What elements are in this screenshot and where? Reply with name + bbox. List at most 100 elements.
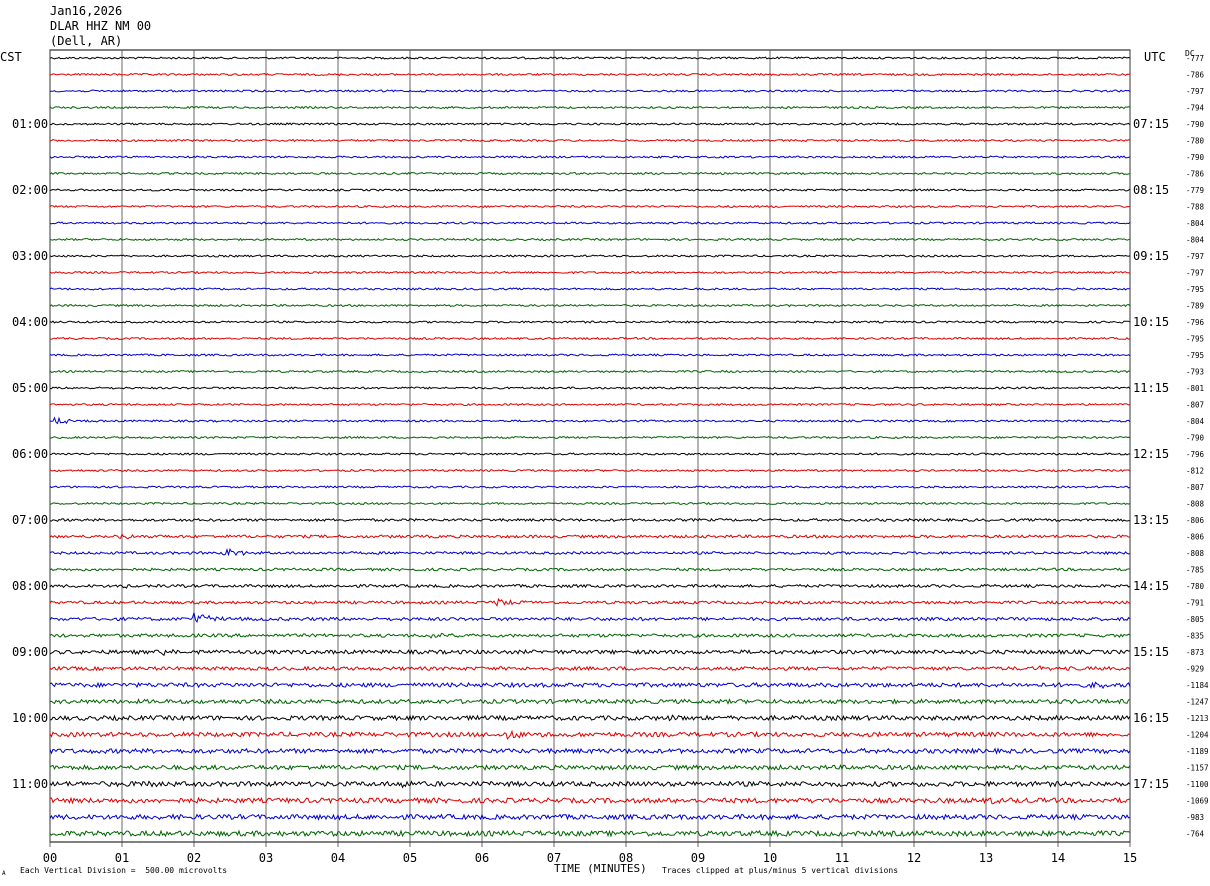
seismic-trace — [49, 204, 1131, 209]
dc-offset-label: -801 — [1186, 384, 1204, 393]
seismic-trace — [49, 320, 1131, 324]
dc-offset-label: -1069 — [1186, 797, 1209, 806]
x-tick-label: 11 — [835, 851, 849, 865]
dc-offset-label: -1213 — [1186, 714, 1209, 723]
seismic-trace — [49, 122, 1131, 126]
right-time-label: 13:15 — [1133, 513, 1169, 527]
dc-offset-label: -1204 — [1186, 731, 1209, 740]
dc-offset-label: -1189 — [1186, 747, 1209, 756]
seismic-trace — [49, 89, 1131, 93]
dc-offset-label: -791 — [1186, 599, 1204, 608]
x-tick-label: 13 — [979, 851, 993, 865]
seismic-trace — [49, 435, 1131, 440]
right-time-label: 17:15 — [1133, 777, 1169, 791]
right-time-label: 14:15 — [1133, 579, 1169, 593]
seismic-trace — [49, 155, 1131, 159]
dc-offset-label: -808 — [1186, 549, 1205, 558]
right-time-label: 16:15 — [1133, 711, 1169, 725]
dc-offset-label: -790 — [1186, 120, 1205, 129]
dc-offset-label: -796 — [1186, 318, 1205, 327]
seismic-trace — [49, 254, 1131, 258]
x-tick-label: 14 — [1051, 851, 1065, 865]
seismic-trace — [49, 138, 1131, 143]
seismic-trace — [49, 56, 1131, 60]
dc-offset-label: -929 — [1186, 665, 1204, 674]
left-time-label: 10:00 — [12, 711, 48, 725]
dc-offset-label: -873 — [1186, 648, 1204, 657]
header-station: DLAR HHZ NM 00 — [50, 19, 152, 33]
dc-offset-label: -983 — [1186, 813, 1204, 822]
dc-offset-label: -789 — [1186, 302, 1204, 311]
traces — [49, 56, 1131, 838]
x-tick-label: 08 — [619, 851, 633, 865]
dc-offset-label: -1247 — [1186, 698, 1209, 707]
right-time-label: 11:15 — [1133, 381, 1169, 395]
dc-offset-label: -780 — [1186, 582, 1205, 591]
seismic-trace — [49, 416, 1131, 425]
scale-note: Each Vertical Division = 500.00 microvol… — [20, 866, 228, 875]
dc-label: DC — [1185, 49, 1195, 58]
left-time-label: 06:00 — [12, 447, 48, 461]
right-time-label: 09:15 — [1133, 249, 1169, 263]
dc-offset-label: -807 — [1186, 483, 1204, 492]
x-tick-label: 03 — [259, 851, 273, 865]
seismic-trace — [49, 532, 1131, 540]
seismic-trace — [49, 729, 1131, 740]
seismic-trace — [49, 763, 1131, 771]
right-time-label: 07:15 — [1133, 117, 1169, 131]
right-time-label: 10:15 — [1133, 315, 1169, 329]
x-tick-label: 09 — [691, 851, 705, 865]
left-timezone-label: CST — [0, 50, 22, 64]
right-time-label: 12:15 — [1133, 447, 1169, 461]
seismic-trace — [50, 714, 1131, 722]
seismic-trace — [49, 567, 1131, 572]
dc-offset-label: -804 — [1186, 219, 1205, 228]
seismic-trace — [49, 386, 1131, 390]
dc-offset-label: -797 — [1186, 87, 1204, 96]
dc-offset-label: -804 — [1186, 236, 1205, 245]
seismic-trace — [49, 612, 1131, 624]
seismic-trace — [49, 517, 1131, 523]
left-time-label: 05:00 — [12, 381, 48, 395]
dc-offset-label: -1157 — [1186, 764, 1209, 773]
seismic-trace — [49, 681, 1131, 690]
clip-note: Traces clipped at plus/minus 5 vertical … — [662, 866, 899, 875]
x-tick-label: 07 — [547, 851, 561, 865]
dc-offset-label: -786 — [1186, 71, 1205, 80]
x-tick-label: 01 — [115, 851, 129, 865]
seismic-trace — [49, 452, 1131, 456]
dc-offset-label: -796 — [1186, 450, 1205, 459]
dc-offset-label: -790 — [1186, 153, 1205, 162]
x-tick-label: 04 — [331, 851, 345, 865]
x-tick-label: 05 — [403, 851, 417, 865]
dc-offset-label: -777 — [1186, 54, 1204, 63]
dc-offset-label: -797 — [1186, 252, 1204, 261]
dc-offset-label: -835 — [1186, 632, 1204, 641]
dc-offset-label: -1100 — [1186, 780, 1209, 789]
left-time-label: 11:00 — [12, 777, 48, 791]
dc-offset-label: -795 — [1186, 285, 1204, 294]
x-tick-label: 00 — [43, 851, 57, 865]
left-time-label: 04:00 — [12, 315, 48, 329]
dc-offset-label: -795 — [1186, 335, 1204, 344]
seismic-trace — [49, 353, 1131, 357]
corner-mark: A — [2, 870, 6, 877]
dc-offset-label: -808 — [1186, 500, 1205, 509]
seismic-trace — [49, 237, 1131, 242]
seismic-trace — [49, 369, 1131, 374]
left-time-label: 01:00 — [12, 117, 48, 131]
dc-offset-label: -790 — [1186, 434, 1205, 443]
seismic-trace — [49, 468, 1131, 473]
seismic-trace — [49, 105, 1131, 110]
dc-offset-label: -794 — [1186, 104, 1205, 113]
dc-offset-label: -812 — [1186, 467, 1204, 476]
dc-offset-label: -780 — [1186, 137, 1205, 146]
seismic-trace — [49, 632, 1131, 639]
seismic-trace — [49, 813, 1131, 822]
dc-offset-label: -788 — [1186, 203, 1205, 212]
right-time-label: 15:15 — [1133, 645, 1169, 659]
dc-offset-label: -1184 — [1186, 681, 1209, 690]
seismic-trace — [49, 287, 1131, 291]
seismic-trace — [49, 829, 1131, 838]
